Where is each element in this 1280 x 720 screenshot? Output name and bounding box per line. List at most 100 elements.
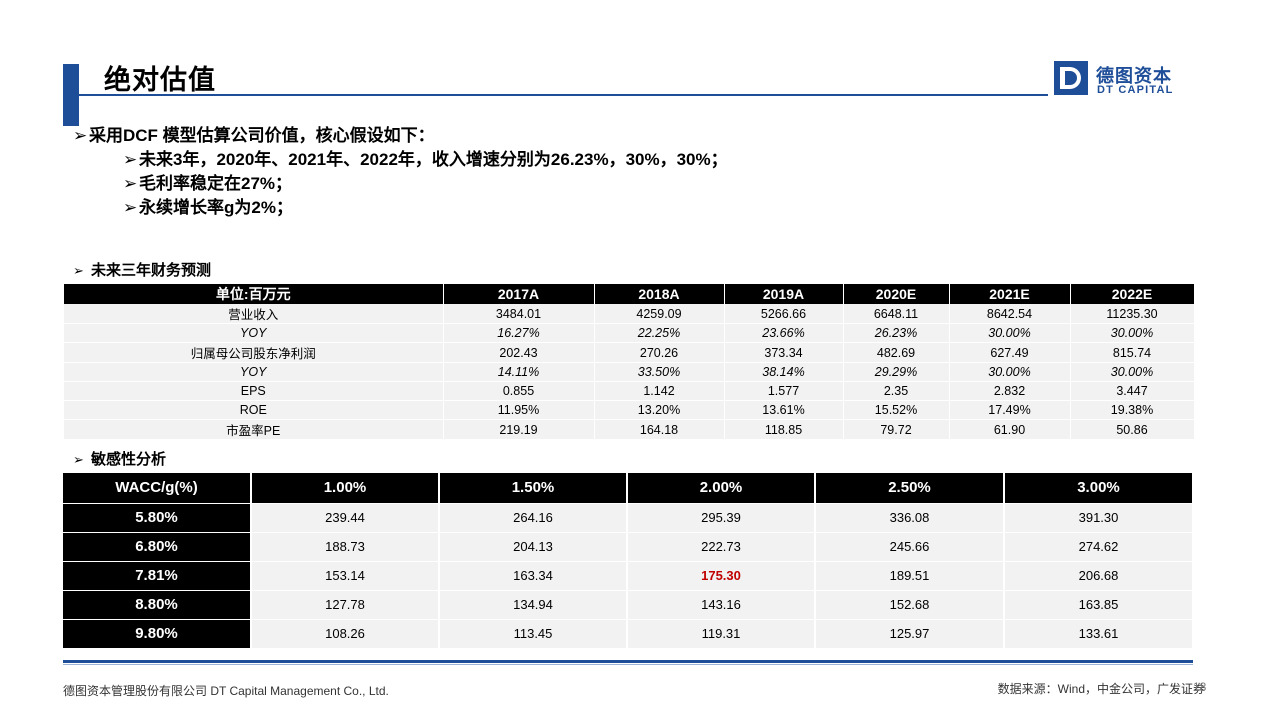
wacc-row-header: 9.80% [63,618,252,648]
wacc-row-header: 8.80% [63,589,252,619]
table-cell: 61.90 [949,419,1071,440]
table-cell: 1.142 [594,381,725,401]
sensitivity-table: WACC/g(%) 1.00% 1.50% 2.00% 2.50% 3.00% … [63,473,1194,648]
table-cell: 133.61 [1004,618,1194,648]
column-header: 2017A [443,284,595,304]
table-row: YOY 16.27% 22.25% 23.66% 26.23% 30.00% 30.00% [64,323,1195,343]
table-row: 9.80% 108.26 113.45 119.31 125.97 133.61 [63,618,1194,648]
bullet-sub: ➢ 永续增长率g为2%； [73,196,728,220]
table-cell: 14.11% [443,362,595,382]
arrow-bullet-icon: ➢ [73,126,88,145]
row-label: YOY [64,323,444,343]
table-cell: 239.44 [251,502,440,532]
table-cell: 2.35 [843,381,950,401]
table-cell: 336.08 [815,502,1005,532]
table-cell: 13.20% [594,400,725,420]
table-cell: 202.43 [443,342,595,363]
table-row: EPS 0.855 1.142 1.577 2.35 2.832 3.447 [64,381,1195,401]
table-cell: 270.26 [594,342,725,363]
column-header: 2018A [594,284,725,304]
table-cell: 245.66 [815,531,1005,561]
table-cell: 815.74 [1070,342,1195,363]
table-cell: 295.39 [627,502,816,532]
table-cell: 30.00% [949,323,1071,343]
footer-source: 数据来源：Wind，中金公司，广发证券 [997,682,1205,696]
table-row: 5.80% 239.44 264.16 295.39 336.08 391.30 [63,502,1194,532]
table-cell: 79.72 [843,419,950,440]
arrow-bullet-icon: ➢ [123,198,138,217]
table-cell: 113.45 [439,618,628,648]
footer-divider [63,660,1193,663]
table-cell: 143.16 [627,589,816,619]
table-cell: 11235.30 [1070,304,1195,324]
table-cell: 30.00% [1070,362,1195,382]
table-row: 7.81% 153.14 163.34 175.30 189.51 206.68 [63,560,1194,590]
financials-section-label: ➢ 未来三年财务预测 [73,259,211,280]
dt-logo-icon [1054,61,1088,95]
table-cell: 108.26 [251,618,440,648]
table-cell: 23.66% [724,323,844,343]
table-cell: 134.94 [439,589,628,619]
table-cell: 127.78 [251,589,440,619]
table-cell: 22.25% [594,323,725,343]
financial-forecast-table: 单位:百万元 2017A 2018A 2019A 2020E 2021E 202… [64,284,1195,440]
table-row: 市盈率PE 219.19 164.18 118.85 79.72 61.90 50.86 [64,419,1195,440]
corner-header: WACC/g(%) [63,473,252,503]
sensitivity-label-text: 敏感性分析 [91,451,167,468]
column-header: 1.50% [439,473,628,503]
table-cell: 125.97 [815,618,1005,648]
table-cell: 274.62 [1004,531,1194,561]
table-cell: 163.34 [439,560,628,590]
row-label: YOY [64,362,444,382]
row-label: 归属母公司股东净利润 [64,342,444,363]
highlighted-cell: 175.30 [627,560,816,590]
page-title: 绝对估值 [104,65,216,95]
bullet-sub-text: 毛利率稳定在27%； [139,174,293,193]
table-cell: 8642.54 [949,304,1071,324]
row-label: ROE [64,400,444,420]
table-cell: 19.38% [1070,400,1195,420]
bullet-main-text: 采用DCF 模型估算公司价值，核心假设如下： [89,126,435,145]
row-label: 市盈率PE [64,419,444,440]
table-cell: 119.31 [627,618,816,648]
table-cell: 373.34 [724,342,844,363]
table-row: 归属母公司股东净利润 202.43 270.26 373.34 482.69 627.49… [64,342,1195,363]
table-cell: 3484.01 [443,304,595,324]
column-header: 1.00% [251,473,440,503]
table-cell: 0.855 [443,381,595,401]
arrow-bullet-icon: ➢ [73,263,84,278]
table-cell: 15.52% [843,400,950,420]
financials-label-text: 未来三年财务预测 [91,262,212,279]
table-cell: 118.85 [724,419,844,440]
table-cell: 13.61% [724,400,844,420]
table-cell: 222.73 [627,531,816,561]
sensitivity-section-label: ➢ 敏感性分析 [73,448,166,469]
table-row: 6.80% 188.73 204.13 222.73 245.66 274.62 [63,531,1194,561]
table-header-row: WACC/g(%) 1.00% 1.50% 2.00% 2.50% 3.00% [63,473,1194,503]
table-row: 8.80% 127.78 134.94 143.16 152.68 163.85 [63,589,1194,619]
table-cell: 30.00% [1070,323,1195,343]
table-cell: 391.30 [1004,502,1194,532]
row-label: EPS [64,381,444,401]
title-underline [78,94,1048,96]
column-header: 2.00% [627,473,816,503]
bullet-sub: ➢ 未来3年，2020年、2021年、2022年，收入增速分别为26.23%，30… [73,148,728,172]
table-cell: 3.447 [1070,381,1195,401]
table-cell: 163.85 [1004,589,1194,619]
assumption-bullets: ➢ 采用DCF 模型估算公司价值，核心假设如下： ➢ 未来3年，2020年、2021… [73,124,728,220]
table-cell: 38.14% [724,362,844,382]
arrow-bullet-icon: ➢ [73,452,84,467]
table-cell: 189.51 [815,560,1005,590]
table-cell: 5266.66 [724,304,844,324]
column-header: 3.00% [1004,473,1194,503]
table-cell: 16.27% [443,323,595,343]
footer-divider-thin [63,664,1193,665]
column-header: 2019A [724,284,844,304]
table-cell: 482.69 [843,342,950,363]
bullet-sub-text: 永续增长率g为2%； [139,198,293,217]
title-accent-bar [63,64,79,126]
table-cell: 219.19 [443,419,595,440]
arrow-bullet-icon: ➢ [123,150,138,169]
arrow-bullet-icon: ➢ [123,174,138,193]
table-cell: 204.13 [439,531,628,561]
